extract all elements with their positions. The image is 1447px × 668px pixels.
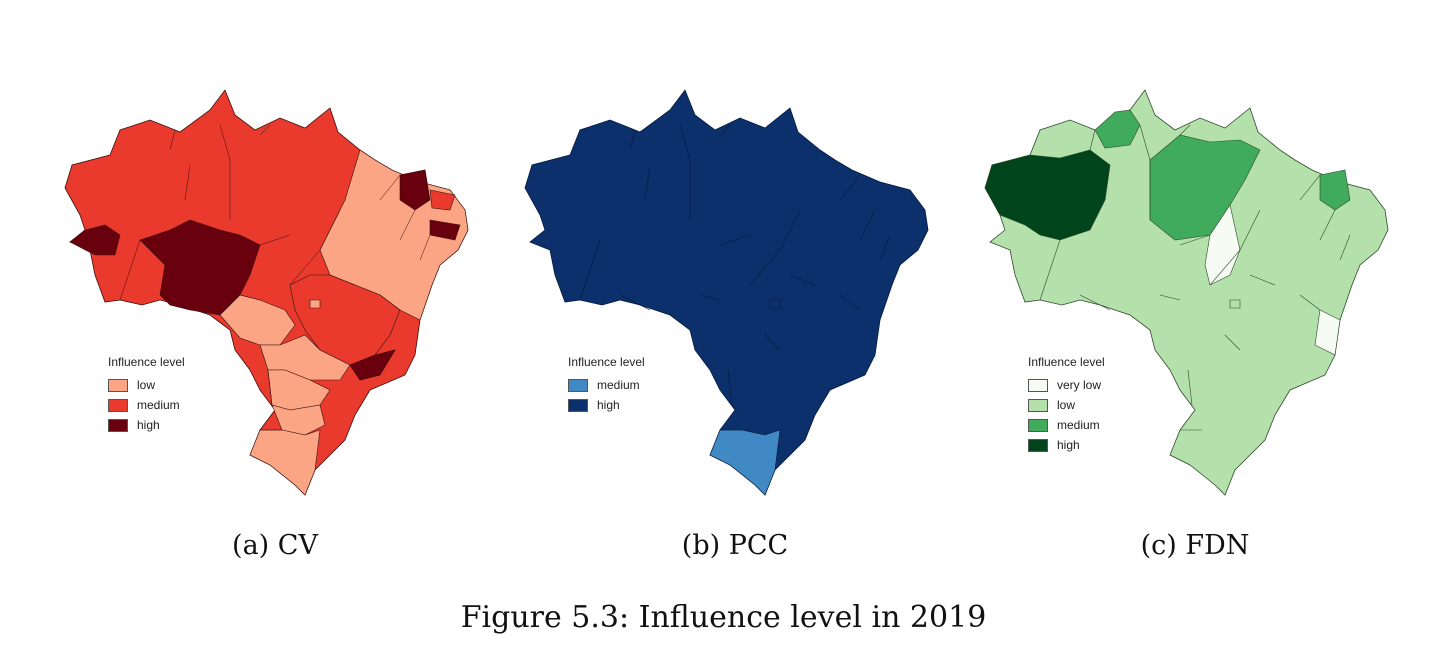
- legend-swatch-high: [1028, 438, 1048, 452]
- region-rio-grande-do-sul: [709, 429, 781, 496]
- subcaption-pcc: (b) PCC: [681, 530, 789, 561]
- map-pcc: [524, 89, 929, 496]
- region-distrito-federal: [309, 299, 321, 309]
- legend-fdn: Influence level very low low medium high: [1028, 355, 1105, 455]
- legend-pcc: Influence level medium high: [568, 355, 645, 415]
- map-panel-pcc: Influence level medium high: [480, 70, 950, 510]
- map-fdn: [984, 89, 1389, 496]
- legend-swatch-high: [108, 418, 128, 432]
- legend-swatch-medium: [108, 398, 128, 412]
- region-distrito-federal: [1229, 299, 1241, 309]
- legend-item-high: high: [108, 415, 185, 435]
- legend-item-medium: medium: [568, 375, 645, 395]
- legend-item-low: low: [108, 375, 185, 395]
- legend-label: very low: [1057, 378, 1102, 392]
- region-rio-grande-do-sul: [249, 429, 321, 496]
- legend-label: medium: [1057, 418, 1100, 432]
- figure-caption: Figure 5.3: Influence level in 2019: [460, 600, 987, 635]
- legend-item-high: high: [568, 395, 645, 415]
- region-distrito-federal: [769, 299, 781, 309]
- legend-label: high: [597, 398, 620, 412]
- legend-swatch-medium: [568, 378, 588, 392]
- legend-title: Influence level: [1028, 355, 1105, 369]
- legend-item-medium: medium: [108, 395, 185, 415]
- legend-title: Influence level: [568, 355, 645, 369]
- legend-item-high: high: [1028, 435, 1105, 455]
- subcaption-fdn: (c) FDN: [1140, 530, 1250, 561]
- legend-item-medium: medium: [1028, 415, 1105, 435]
- map-panel-cv: Influence level low medium high: [20, 70, 490, 510]
- map-panel-fdn: Influence level very low low medium high: [940, 70, 1410, 510]
- legend-label: low: [1057, 398, 1076, 412]
- legend-swatch-low: [108, 378, 128, 392]
- legend-title: Influence level: [108, 355, 185, 369]
- legend-swatch-high: [568, 398, 588, 412]
- legend-swatch-medium: [1028, 418, 1048, 432]
- subcaption-cv: (a) CV: [232, 530, 318, 561]
- legend-item-low: low: [1028, 395, 1105, 415]
- legend-label: low: [137, 378, 156, 392]
- legend-swatch-low: [1028, 398, 1048, 412]
- legend-swatch-very-low: [1028, 378, 1048, 392]
- map-cv: [64, 89, 469, 496]
- legend-label: high: [137, 418, 160, 432]
- legend-item-very-low: very low: [1028, 375, 1105, 395]
- legend-label: medium: [597, 378, 640, 392]
- legend-label: high: [1057, 438, 1080, 452]
- legend-label: medium: [137, 398, 180, 412]
- legend-cv: Influence level low medium high: [108, 355, 185, 435]
